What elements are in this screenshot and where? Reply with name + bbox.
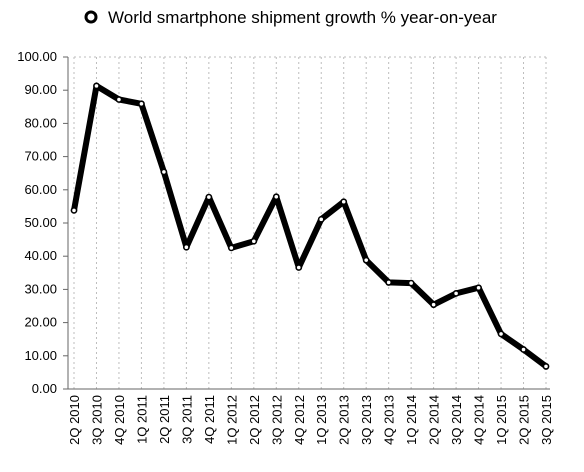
data-point xyxy=(430,301,438,309)
x-tick-label: 4Q 2013 xyxy=(382,395,397,445)
x-tick-label: 1Q 2015 xyxy=(494,395,509,445)
data-point xyxy=(407,279,415,287)
y-axis: 100.00 90.00 80.00 70.00 60.00 50.00 40.00 30.0… xyxy=(17,49,69,396)
legend: World smartphone shipment growth % year-… xyxy=(84,8,497,27)
x-tick-label: 3Q 2015 xyxy=(539,395,554,445)
x-tick-label: 2Q 2012 xyxy=(247,395,262,445)
y-tick-label: 70.00 xyxy=(24,149,57,164)
data-point xyxy=(70,206,78,214)
series-line xyxy=(71,82,549,370)
x-tick-label: 1Q 2011 xyxy=(134,395,149,444)
x-tick-label: 1Q 2012 xyxy=(224,395,239,445)
legend-marker xyxy=(84,10,98,24)
data-point xyxy=(182,243,190,251)
data-point xyxy=(362,256,370,264)
data-point xyxy=(93,82,100,90)
y-tick-label: 20.00 xyxy=(24,315,57,330)
y-tick-label: 80.00 xyxy=(24,115,57,130)
x-tick-label: 4Q 2011 xyxy=(202,395,217,444)
legend-label: World smartphone shipment growth % year-… xyxy=(108,8,497,27)
x-tick-label: 2Q 2015 xyxy=(517,395,532,445)
y-tick-label: 40.00 xyxy=(24,248,57,263)
data-point xyxy=(138,100,145,108)
data-point xyxy=(205,193,213,201)
x-tick-label: 3Q 2010 xyxy=(89,395,104,445)
data-point xyxy=(272,193,280,201)
x-tick-label: 2Q 2010 xyxy=(67,395,82,445)
x-tick-label: 2Q 2013 xyxy=(337,395,352,445)
data-point xyxy=(542,363,550,370)
x-tick-label: 4Q 2012 xyxy=(292,395,307,445)
data-point xyxy=(520,346,527,353)
data-point xyxy=(317,215,325,223)
data-point xyxy=(227,244,235,252)
data-point xyxy=(160,168,168,176)
x-tick-label: 1Q 2013 xyxy=(314,395,329,445)
x-tick-label: 4Q 2014 xyxy=(472,395,487,445)
x-tick-label: 2Q 2011 xyxy=(157,395,172,444)
y-tick-label: 50.00 xyxy=(24,215,57,230)
y-tick-label: 0.00 xyxy=(32,381,57,396)
gridlines xyxy=(73,56,547,389)
data-point xyxy=(295,264,303,271)
data-point xyxy=(475,284,482,292)
data-point xyxy=(340,198,348,206)
y-tick-label: 10.00 xyxy=(24,348,57,363)
data-point xyxy=(385,279,393,286)
data-point xyxy=(452,289,460,297)
x-tick-label: 2Q 2014 xyxy=(427,395,442,445)
series-line-group xyxy=(70,82,550,370)
data-point xyxy=(115,96,123,103)
x-axis: 2Q 2010 3Q 2010 4Q 2010 1Q 2011 2Q 2011 3Q 20… xyxy=(67,388,554,445)
data-point xyxy=(250,237,258,245)
x-tick-label: 3Q 2014 xyxy=(449,395,464,445)
x-tick-label: 3Q 2013 xyxy=(359,395,374,445)
y-tick-label: 90.00 xyxy=(24,82,57,97)
x-tick-label: 3Q 2011 xyxy=(179,395,194,444)
y-tick-label: 30.00 xyxy=(24,281,57,296)
x-tick-label: 1Q 2014 xyxy=(404,395,419,445)
y-tick-label: 60.00 xyxy=(24,182,57,197)
x-tick-label: 3Q 2012 xyxy=(269,395,284,445)
y-tick-label: 100.00 xyxy=(17,49,57,64)
x-tick-label: 4Q 2010 xyxy=(112,395,127,445)
data-point xyxy=(497,330,505,338)
